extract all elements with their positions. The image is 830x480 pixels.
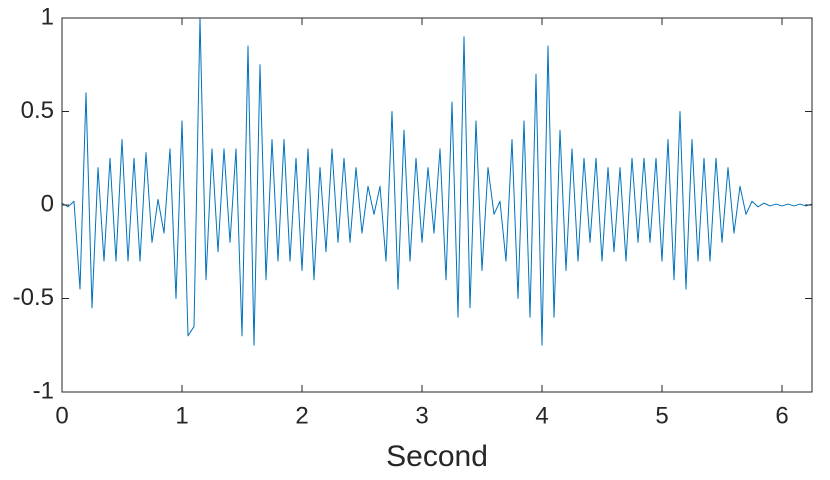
x-axis-label: Second bbox=[386, 440, 488, 473]
x-tick-label: 6 bbox=[775, 402, 788, 429]
x-tick-label: 5 bbox=[655, 402, 668, 429]
x-tick-label: 2 bbox=[295, 402, 308, 429]
y-tick-label: -1 bbox=[33, 377, 54, 404]
y-tick-label: -0.5 bbox=[13, 284, 54, 311]
y-tick-label: 1 bbox=[41, 3, 54, 30]
x-tick-label: 4 bbox=[535, 402, 548, 429]
plot-frame bbox=[61, 17, 813, 393]
waveform bbox=[61, 17, 813, 346]
x-tick-label: 3 bbox=[415, 402, 428, 429]
y-tick-label: 0 bbox=[41, 190, 54, 217]
x-tick-label: 0 bbox=[55, 402, 68, 429]
x-tick-label: 1 bbox=[175, 402, 188, 429]
y-tick-label: 0.5 bbox=[21, 97, 54, 124]
